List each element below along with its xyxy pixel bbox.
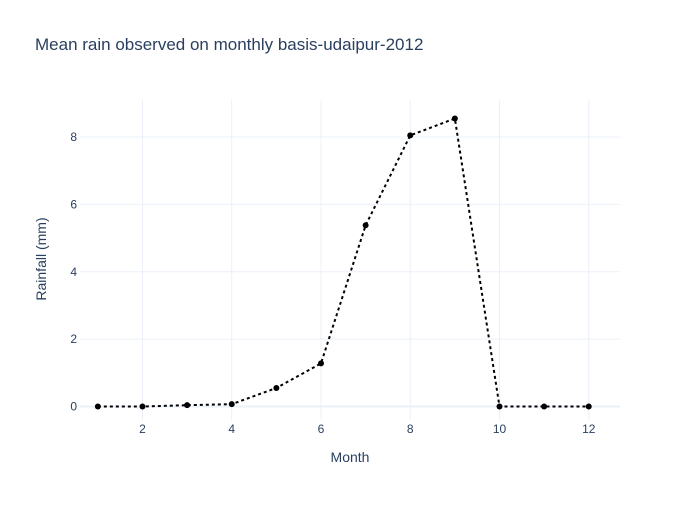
x-axis-title: Month <box>331 449 370 465</box>
data-point[interactable] <box>273 385 280 391</box>
x-tick-label: 12 <box>582 422 596 436</box>
y-tick-label: 4 <box>70 265 77 279</box>
y-tick-label: 8 <box>70 130 77 144</box>
x-tick-labels: 2 4 6 8 10 12 <box>139 422 596 436</box>
y-tick-label: 2 <box>70 332 77 346</box>
x-tick-label: 10 <box>493 422 507 436</box>
y-tick-labels: 0 2 4 6 8 <box>70 130 77 413</box>
data-point[interactable] <box>94 403 101 410</box>
data-point[interactable] <box>317 360 324 367</box>
y-tick-label: 6 <box>70 197 77 211</box>
x-tick-label: 8 <box>407 422 414 436</box>
data-point[interactable] <box>541 403 548 410</box>
data-point[interactable] <box>184 402 191 409</box>
data-point[interactable] <box>451 115 458 122</box>
series-layer <box>94 115 592 410</box>
data-point[interactable] <box>585 403 592 410</box>
data-point[interactable] <box>228 401 235 408</box>
x-tick-label: 2 <box>139 422 146 436</box>
data-point[interactable] <box>407 132 414 139</box>
x-tick-label: 4 <box>228 422 235 436</box>
y-axis-title: Rainfall (mm) <box>33 217 49 300</box>
y-tick-label: 0 <box>70 400 77 414</box>
data-point[interactable] <box>139 403 146 410</box>
x-tick-label: 6 <box>318 422 325 436</box>
data-point[interactable] <box>496 403 503 410</box>
series-line <box>97 117 589 408</box>
chart-title: Mean rain observed on monthly basis-udai… <box>35 35 423 54</box>
data-point[interactable] <box>362 222 369 229</box>
